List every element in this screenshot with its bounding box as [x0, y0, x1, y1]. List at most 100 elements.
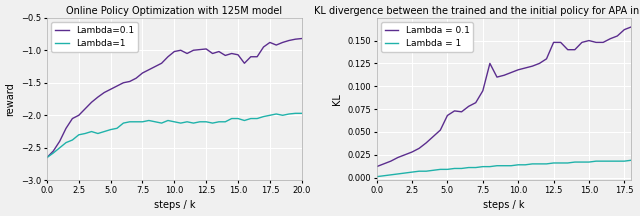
- Lambda=1: [241, 119, 248, 122]
- Lambda=0.1: [189, 49, 197, 52]
- Lambda=1: [215, 121, 223, 123]
- Lambda=1: [113, 127, 121, 130]
- Lambda=0.1: [145, 68, 153, 71]
- Lambda=1: [145, 119, 153, 122]
- Lambda = 1: [380, 175, 388, 177]
- Lambda = 1: [372, 175, 380, 178]
- Lambda = 0.1: [444, 114, 451, 117]
- Lambda=0.1: [126, 80, 134, 83]
- Line: Lambda=1: Lambda=1: [47, 113, 301, 157]
- Lambda = 0.1: [564, 48, 572, 51]
- Lambda = 1: [529, 163, 536, 165]
- Lambda=1: [81, 132, 89, 135]
- Y-axis label: KL: KL: [332, 93, 342, 105]
- Lambda = 0.1: [621, 28, 628, 31]
- Lambda = 1: [550, 162, 557, 164]
- Lambda = 1: [578, 161, 586, 163]
- Lambda = 1: [500, 164, 508, 167]
- Lambda=1: [62, 141, 70, 144]
- Lambda = 1: [508, 164, 515, 167]
- Lambda=1: [68, 139, 76, 141]
- Lambda=1: [183, 121, 191, 123]
- Lambda = 1: [408, 171, 416, 173]
- Lambda = 0.1: [543, 57, 550, 60]
- Lambda = 1: [436, 168, 444, 171]
- Lambda = 1: [543, 163, 550, 165]
- Lambda=0.1: [62, 127, 70, 130]
- Lambda = 1: [394, 173, 402, 175]
- Lambda = 0.1: [422, 141, 430, 144]
- Lambda=0.1: [120, 81, 127, 84]
- Lambda = 1: [415, 170, 423, 173]
- Lambda=1: [196, 121, 204, 123]
- Legend: Lambda = 0.1, Lambda = 1: Lambda = 0.1, Lambda = 1: [381, 22, 473, 52]
- Lambda = 0.1: [515, 68, 522, 71]
- Lambda=0.1: [228, 52, 236, 55]
- Lambda = 1: [564, 162, 572, 164]
- Lambda=1: [279, 114, 287, 117]
- Lambda=1: [88, 130, 95, 133]
- Lambda=0.1: [75, 114, 83, 117]
- Lambda = 1: [479, 165, 486, 168]
- Lambda=1: [164, 119, 172, 122]
- Lambda=0.1: [285, 39, 293, 42]
- Lambda=0.1: [107, 88, 115, 91]
- Title: Online Policy Optimization with 125M model: Online Policy Optimization with 125M mod…: [67, 6, 282, 16]
- Line: Lambda = 1: Lambda = 1: [376, 160, 632, 177]
- Lambda = 1: [401, 172, 409, 174]
- Lambda=0.1: [170, 50, 178, 53]
- Lambda=1: [49, 152, 57, 154]
- Lambda = 0.1: [394, 156, 402, 159]
- Lambda = 1: [628, 159, 636, 162]
- Lambda=1: [139, 121, 147, 123]
- Lambda=0.1: [196, 48, 204, 51]
- Lambda=1: [120, 122, 127, 124]
- Lambda=1: [56, 146, 63, 149]
- Lambda = 0.1: [628, 25, 636, 28]
- Lambda=0.1: [247, 56, 255, 58]
- Lambda = 0.1: [372, 165, 380, 168]
- Lambda = 0.1: [436, 129, 444, 131]
- Lambda = 1: [599, 160, 607, 162]
- Lambda = 0.1: [606, 37, 614, 40]
- Lambda = 1: [465, 166, 472, 169]
- Y-axis label: reward: reward: [6, 82, 15, 116]
- Lambda=1: [170, 121, 178, 123]
- Lambda=1: [266, 114, 274, 117]
- Lambda = 1: [522, 164, 529, 166]
- Lambda=0.1: [298, 37, 305, 40]
- Lambda = 0.1: [458, 111, 465, 113]
- Lambda = 1: [458, 167, 465, 170]
- Lambda=0.1: [273, 44, 280, 46]
- Lambda=0.1: [139, 72, 147, 74]
- Lambda = 0.1: [529, 65, 536, 67]
- Lambda=0.1: [177, 49, 184, 52]
- Lambda=0.1: [260, 46, 268, 48]
- Lambda=1: [202, 121, 210, 123]
- Lambda = 0.1: [557, 41, 564, 44]
- Lambda = 0.1: [465, 105, 472, 108]
- Lambda=0.1: [183, 52, 191, 55]
- Lambda=1: [260, 115, 268, 118]
- Lambda = 0.1: [380, 163, 388, 165]
- Lambda=0.1: [157, 62, 165, 65]
- Lambda=0.1: [221, 54, 229, 57]
- Lambda=0.1: [234, 54, 242, 56]
- Lambda=1: [94, 132, 102, 135]
- Lambda = 0.1: [387, 160, 395, 162]
- Lambda=0.1: [266, 41, 274, 44]
- Lambda = 1: [536, 163, 543, 165]
- Lambda = 1: [606, 160, 614, 162]
- Lambda=1: [43, 156, 51, 159]
- Lambda = 0.1: [508, 71, 515, 74]
- Lambda=1: [285, 113, 293, 115]
- Lambda = 0.1: [451, 110, 458, 112]
- Lambda=0.1: [279, 41, 287, 44]
- Lambda = 0.1: [429, 135, 437, 138]
- Lambda=1: [253, 117, 261, 120]
- Lambda = 0.1: [599, 41, 607, 44]
- Lambda = 0.1: [479, 89, 486, 92]
- Lambda = 1: [472, 166, 479, 169]
- Lambda=0.1: [94, 96, 102, 98]
- Lambda = 0.1: [500, 74, 508, 76]
